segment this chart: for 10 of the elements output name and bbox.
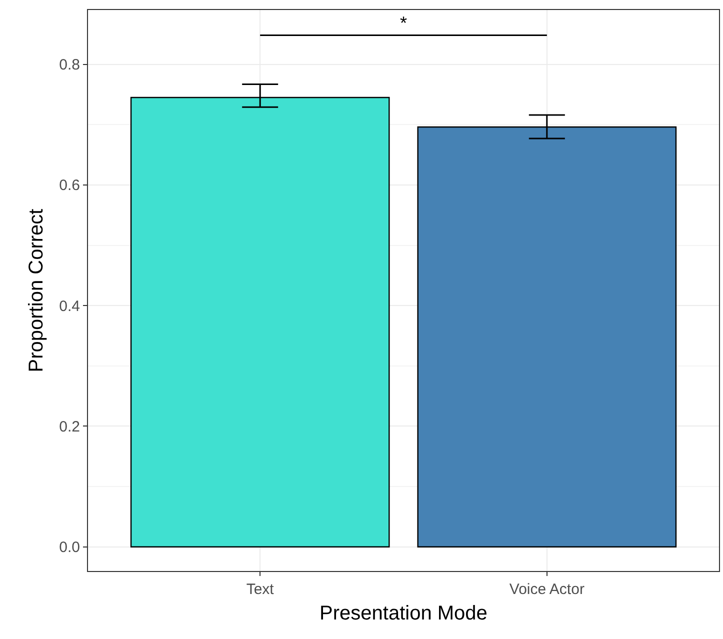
y-tick-label: 0.2 [59,418,80,436]
x-tick-label: Text [246,581,275,598]
annotation: * [400,13,408,33]
y-tick-label: 0.0 [59,539,80,556]
x-axis-title: Presentation Mode [320,602,488,624]
y-tick-label: 0.8 [59,56,80,74]
y-tick-label: 0.4 [59,298,80,315]
x-tick-label: Voice Actor [509,581,584,598]
y-axis-title: Proportion Correct [26,208,48,372]
y-tick-label: 0.6 [59,177,80,194]
